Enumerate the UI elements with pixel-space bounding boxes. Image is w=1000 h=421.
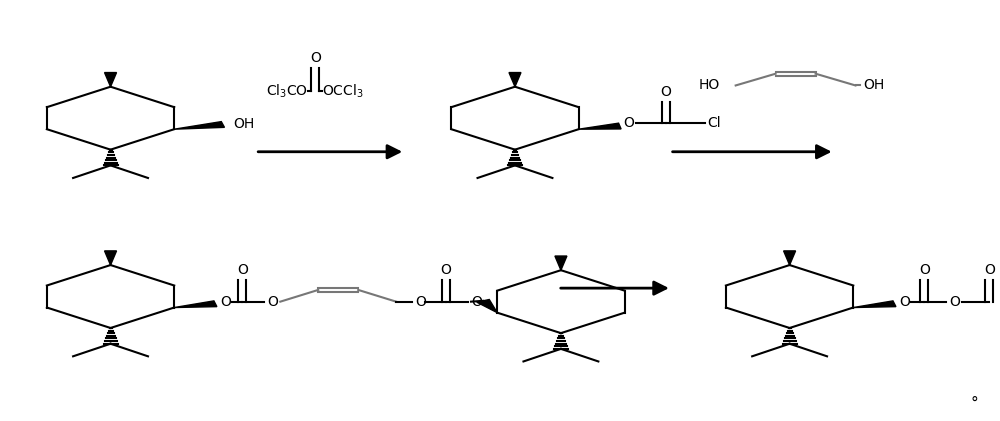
Text: OH: OH bbox=[863, 78, 885, 93]
Polygon shape bbox=[105, 251, 117, 265]
Text: Cl$_3$CO: Cl$_3$CO bbox=[266, 82, 308, 100]
Polygon shape bbox=[477, 299, 497, 313]
Text: O: O bbox=[220, 295, 231, 309]
Text: O: O bbox=[267, 295, 278, 309]
Text: °: ° bbox=[970, 396, 978, 411]
Polygon shape bbox=[174, 301, 217, 307]
Polygon shape bbox=[853, 301, 896, 307]
Text: OH: OH bbox=[233, 117, 254, 131]
Text: O: O bbox=[660, 85, 671, 99]
Text: O: O bbox=[310, 51, 321, 65]
Text: O: O bbox=[237, 263, 248, 277]
Polygon shape bbox=[579, 123, 621, 129]
Text: O: O bbox=[919, 263, 930, 277]
Text: O: O bbox=[899, 295, 910, 309]
Text: O: O bbox=[471, 295, 482, 309]
Polygon shape bbox=[105, 72, 117, 87]
Text: O: O bbox=[415, 295, 426, 309]
Text: Cl: Cl bbox=[707, 116, 721, 131]
Polygon shape bbox=[555, 256, 567, 270]
Polygon shape bbox=[784, 251, 796, 265]
Text: O: O bbox=[984, 263, 995, 277]
Text: O: O bbox=[441, 263, 452, 277]
Text: OCCl$_3$: OCCl$_3$ bbox=[322, 82, 364, 100]
Polygon shape bbox=[509, 72, 521, 87]
Polygon shape bbox=[174, 122, 224, 129]
Text: O: O bbox=[624, 116, 634, 131]
Text: O: O bbox=[949, 295, 960, 309]
Text: HO: HO bbox=[698, 78, 720, 93]
